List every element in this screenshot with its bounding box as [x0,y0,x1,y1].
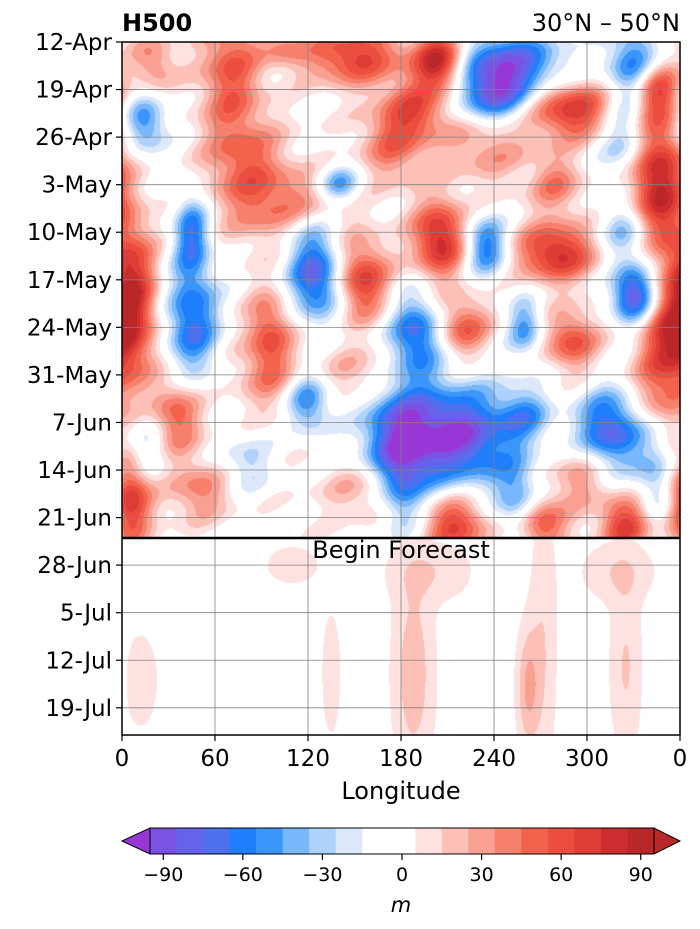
y-tick-label: 12-Apr [35,30,112,56]
colorbar-bin [309,828,337,854]
y-tick-label: 10-May [27,220,112,246]
colorbar-extend-over [653,827,682,855]
y-tick-label: 3-May [42,173,112,199]
colorbar-bin [521,828,549,854]
y-tick-label: 7-Jun [52,410,112,436]
x-tick-label: 0 [115,746,130,772]
colorbar-bin [441,828,469,854]
chart-title-left: H500 [122,9,192,37]
y-tick-label: 14-Jun [37,458,112,484]
x-tick-label: 0 [673,746,688,772]
colorbar-bin [574,828,602,854]
y-tick-label: 31-May [27,363,112,389]
y-tick-label: 26-Apr [35,125,112,151]
x-tick-label: 60 [200,746,229,772]
colorbar-tick-label: 0 [396,864,408,886]
colorbar-tick-label: 30 [469,864,493,886]
x-axis-label: Longitude [341,777,460,805]
colorbar-tick-label: 60 [549,864,573,886]
colorbar-bin [362,828,390,854]
colorbar-tick-label: −30 [302,864,342,886]
colorbar-bin [203,828,231,854]
y-tick-label: 17-May [27,268,112,294]
colorbar-bin [229,828,257,854]
x-axis: 0 60 120 180 240 300 0 [115,735,688,772]
y-tick-label: 21-Jun [37,506,112,532]
colorbar-units: m [391,893,411,917]
y-tick-label: 19-Jul [45,696,112,722]
colorbar-bin [415,828,443,854]
forecast-label: Begin Forecast [312,536,490,564]
chart-title-right: 30°N – 50°N [532,9,680,37]
y-tick-label: 24-May [27,315,112,341]
colorbar-bin [150,828,178,854]
colorbar-bin [547,828,576,854]
colorbar-bin [388,828,416,854]
y-tick-label: 19-Apr [35,78,112,104]
grid-lines [121,41,681,735]
y-tick-label: 28-Jun [37,553,112,579]
colorbar-tick-label: −60 [223,864,263,886]
colorbar-bin [176,828,204,854]
y-tick-label: 5-Jul [60,601,112,627]
colorbar-tick-label: −90 [143,864,183,886]
colorbar-bin [600,828,629,854]
colorbar-bin [256,828,284,854]
colorbar-extend-under [120,827,151,855]
colorbar-bin [494,828,522,854]
y-axis: 12-Apr 19-Apr 26-Apr 3-May 10-May 17-May 24-Ma… [27,30,122,722]
colorbar-tick-label: 90 [629,864,653,886]
x-tick-label: 120 [286,746,330,772]
colorbar-bin [282,828,310,854]
x-tick-label: 180 [379,746,423,772]
colorbar-bin [627,828,655,854]
y-tick-label: 12-Jul [45,648,112,674]
x-tick-label: 300 [565,746,609,772]
colorbar-bin [335,828,363,854]
colorbar-bin [468,828,496,854]
x-tick-label: 240 [472,746,516,772]
colorbar: −90 −60 −30 0 30 60 90 [120,827,682,886]
